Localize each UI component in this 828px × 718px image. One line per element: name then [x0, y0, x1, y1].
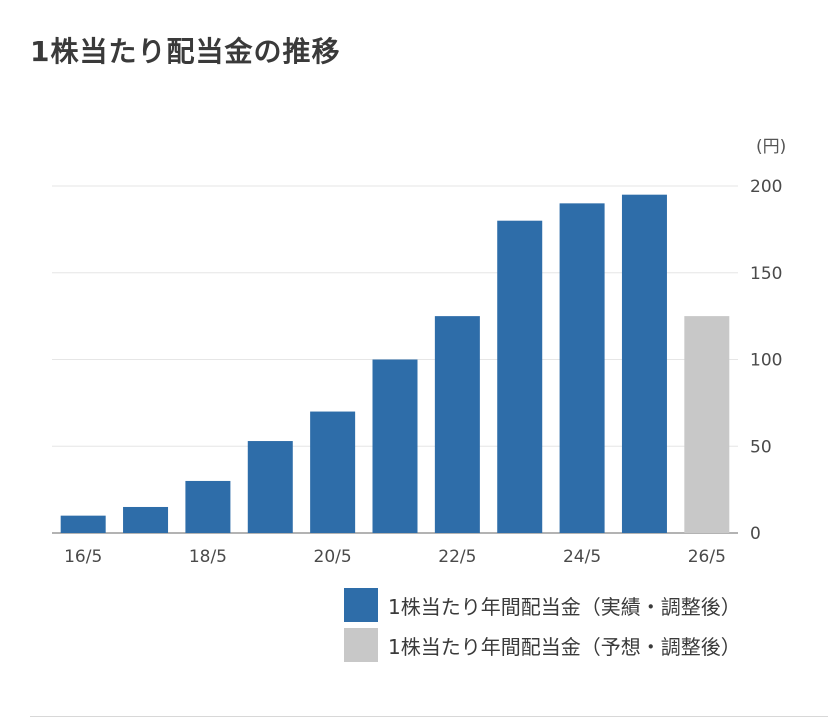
x-tick-labels: 16/5 18/5 20/5 22/5 24/5 26/5 — [64, 547, 726, 567]
bar-actual — [621, 194, 667, 534]
bar-actual — [434, 316, 480, 533]
legend-item-forecast: 1株当たり年間配当金（予想・調整後） — [344, 628, 741, 662]
page-title: 1株当たり配当金の推移 — [30, 35, 341, 68]
x-tick-label: 16/5 — [64, 547, 102, 567]
x-tick-label: 18/5 — [189, 547, 227, 567]
bar-actual — [123, 506, 169, 533]
legend-label-forecast: 1株当たり年間配当金（予想・調整後） — [388, 634, 741, 659]
legend-label-actual: 1株当たり年間配当金（実績・調整後） — [388, 594, 741, 619]
bar-actual — [247, 441, 293, 533]
x-tick-label: 22/5 — [438, 547, 476, 567]
y-unit-label: (円) — [756, 137, 786, 157]
bar-actual — [310, 411, 356, 533]
bottom-divider — [30, 716, 828, 717]
bar-actual — [497, 220, 543, 533]
bar-actual — [185, 480, 231, 533]
y-tick-label: 100 — [750, 351, 782, 371]
bar-actual — [60, 515, 106, 533]
y-tick-label: 50 — [750, 437, 772, 457]
legend-swatch-actual — [344, 588, 378, 622]
y-tick-labels: 0 50 100 150 200 — [750, 177, 782, 544]
y-tick-label: 150 — [750, 264, 782, 284]
bar-actual — [372, 359, 418, 533]
x-tick-label: 26/5 — [688, 547, 726, 567]
bars — [60, 194, 730, 534]
x-tick-label: 20/5 — [314, 547, 352, 567]
x-tick-label: 24/5 — [563, 547, 601, 567]
legend-item-actual: 1株当たり年間配当金（実績・調整後） — [344, 588, 741, 622]
dividend-bar-chart: 0 50 100 150 200 16/5 18/5 20/5 22/5 24/5 26/5 (円… — [52, 137, 786, 567]
y-tick-label: 200 — [750, 177, 782, 197]
bar-forecast — [684, 316, 730, 533]
bar-actual — [559, 203, 605, 533]
legend: 1株当たり年間配当金（実績・調整後） 1株当たり年間配当金（予想・調整後） — [344, 588, 741, 668]
y-tick-label: 0 — [750, 524, 761, 544]
legend-swatch-forecast — [344, 628, 378, 662]
